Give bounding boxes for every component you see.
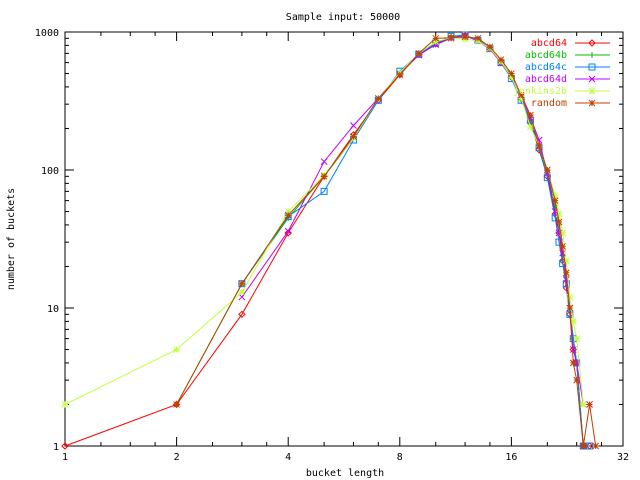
data-point — [61, 401, 69, 408]
data-point — [573, 376, 581, 384]
data-point — [589, 52, 595, 58]
legend-label: abcd64 — [531, 38, 567, 49]
data-point — [588, 99, 596, 107]
data-point — [588, 63, 596, 71]
data-point — [284, 208, 292, 215]
legend-label: abcd64d — [525, 74, 567, 85]
data-point — [173, 401, 180, 408]
data-point — [238, 310, 246, 319]
data-point — [573, 335, 581, 342]
axis-ticks: 1 2 4 8 16 32 1 10 100 1000 — [35, 28, 629, 463]
data-point — [320, 158, 328, 165]
legend-label: abcd64c — [525, 62, 567, 73]
chart-title: Sample input: 50000 — [286, 12, 400, 23]
data-point — [592, 442, 599, 450]
data-point — [588, 75, 596, 83]
x-tick-label: 32 — [617, 452, 629, 463]
data-point — [562, 257, 570, 265]
data-point — [579, 442, 587, 450]
data-point — [535, 142, 543, 150]
y-axis-label: number of buckets — [6, 188, 17, 290]
data-point — [238, 288, 246, 296]
data-point — [284, 227, 292, 235]
data-point — [447, 34, 455, 42]
data-point — [555, 218, 563, 226]
data-point — [320, 172, 328, 180]
x-axis-label: bucket length — [306, 468, 384, 479]
series-line — [64, 35, 590, 447]
data-point — [555, 210, 563, 218]
legend-label: jenkins2b — [513, 86, 567, 97]
data-point — [562, 269, 570, 277]
data-point — [508, 73, 515, 81]
plot-frame — [64, 31, 624, 447]
data-point — [527, 123, 534, 131]
data-point — [432, 34, 440, 42]
data-point — [579, 401, 587, 408]
data-point — [374, 95, 382, 102]
data-point — [396, 71, 404, 79]
data-point — [517, 91, 525, 99]
data-point — [569, 318, 577, 325]
x-tick-label: 8 — [397, 452, 403, 463]
data-point — [588, 87, 596, 95]
data-point — [588, 39, 596, 47]
data-point — [586, 442, 594, 450]
y-tick-label: 1 — [53, 442, 59, 453]
data-point — [474, 34, 482, 42]
data-point — [284, 211, 292, 219]
data-point — [569, 359, 577, 367]
x-tick-label: 16 — [505, 452, 517, 463]
data-point — [569, 346, 577, 353]
data-point — [551, 192, 559, 200]
data-point — [284, 229, 292, 237]
data-point — [486, 43, 494, 51]
data-point — [173, 346, 180, 353]
x-tick-label: 4 — [285, 452, 291, 463]
data-point — [559, 260, 567, 268]
y-tick-label: 1000 — [35, 28, 59, 39]
data-point — [551, 197, 559, 204]
data-point — [350, 122, 357, 129]
legend-label: random — [531, 98, 567, 109]
y-tick-label: 100 — [41, 166, 59, 177]
data-point — [566, 293, 574, 301]
data-point — [461, 33, 469, 41]
data-point — [559, 242, 567, 250]
data-point — [543, 166, 551, 174]
series-line — [64, 37, 584, 405]
series-random — [173, 33, 599, 450]
legend-label: abcd64b — [525, 50, 567, 61]
data-point — [566, 304, 574, 312]
data-point — [238, 280, 246, 288]
data-point — [415, 50, 423, 57]
data-point — [586, 401, 593, 408]
data-point — [320, 187, 328, 195]
y-tick-label: 10 — [47, 304, 59, 315]
data-point — [350, 133, 357, 140]
data-point — [432, 38, 440, 46]
data-point — [61, 442, 69, 450]
series-layer — [61, 31, 599, 450]
data-point — [238, 293, 246, 301]
data-point — [559, 229, 567, 237]
data-point — [527, 111, 534, 119]
data-point — [508, 70, 515, 77]
data-point — [517, 95, 525, 102]
series-jenkins2b — [61, 34, 587, 408]
x-tick-label: 1 — [62, 452, 68, 463]
x-tick-label: 2 — [174, 452, 180, 463]
data-point — [569, 345, 577, 354]
data-point — [497, 56, 505, 64]
legend: abcd64abcd64babcd64cabcd64djenkins2brand… — [513, 38, 610, 109]
